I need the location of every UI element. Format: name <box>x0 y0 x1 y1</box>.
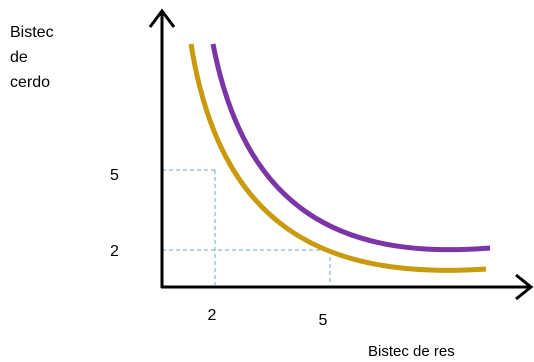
y-tick-label-2: 2 <box>110 243 119 260</box>
y-axis-label-line-2: de <box>10 49 28 66</box>
y-axis-arrowhead <box>148 8 176 28</box>
indifference-curve-upper <box>210 43 491 253</box>
indifference-curve-lower <box>188 43 487 273</box>
guide-lines <box>162 169 331 285</box>
y-axis-label-line-1: Bistec <box>10 24 54 41</box>
y-tick-label-5: 5 <box>110 167 119 184</box>
x-tick-label-2: 2 <box>208 307 217 324</box>
x-axis-arrowhead <box>515 273 534 301</box>
axes <box>148 8 534 301</box>
x-tick-label-5: 5 <box>319 312 328 329</box>
x-axis-label: Bistec de res <box>368 343 455 360</box>
y-axis-label-line-3: cerdo <box>10 74 50 91</box>
